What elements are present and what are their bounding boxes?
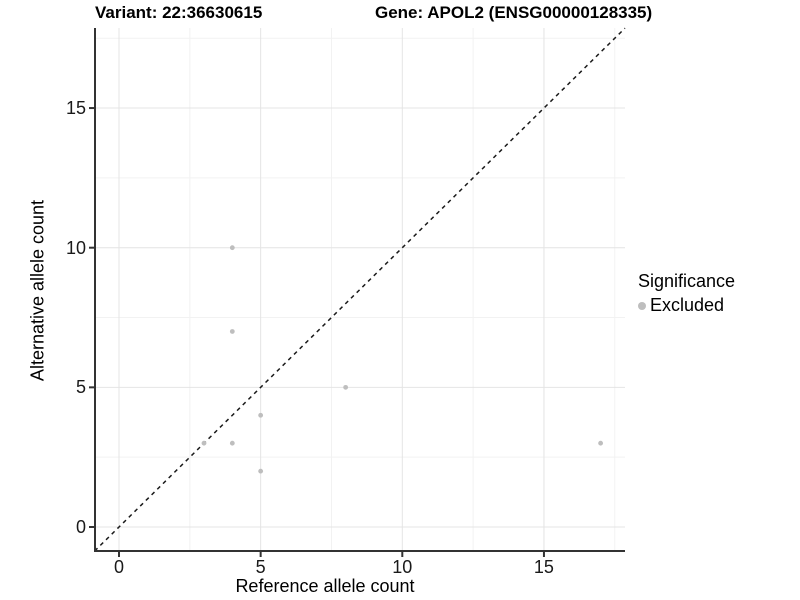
data-point [343,384,349,390]
data-point [201,440,207,446]
variant-title: Variant: 22:36630615 [95,3,263,22]
excluded-point-icon [638,301,646,310]
x-tick-label: 0 [113,557,124,577]
gene-title: Gene: APOL2 (ENSG00000128335) [375,3,653,22]
x-axis-title: Reference allele count [235,576,415,596]
data-point [229,440,235,446]
y-tick-label: 10 [65,237,86,258]
y-tick-label: 5 [75,377,86,398]
legend-entry-label: Excluded [650,295,725,315]
identity-line [94,27,626,552]
data-point [229,245,235,251]
legend-entry-excluded: Excluded [638,295,735,316]
y-tick-label: 15 [65,98,86,119]
y-axis-title: Alternative allele count [27,199,48,382]
x-tick-label: 5 [255,557,266,577]
legend-title: Significance [638,271,736,291]
data-point [229,329,235,334]
x-tick-label: 10 [392,557,413,577]
y-tick-label: 0 [75,517,86,537]
data-point [258,412,264,418]
data-point [598,440,604,446]
data-point [258,468,264,474]
legend: Significance Excluded [638,271,735,316]
x-tick-label: 15 [533,557,554,577]
